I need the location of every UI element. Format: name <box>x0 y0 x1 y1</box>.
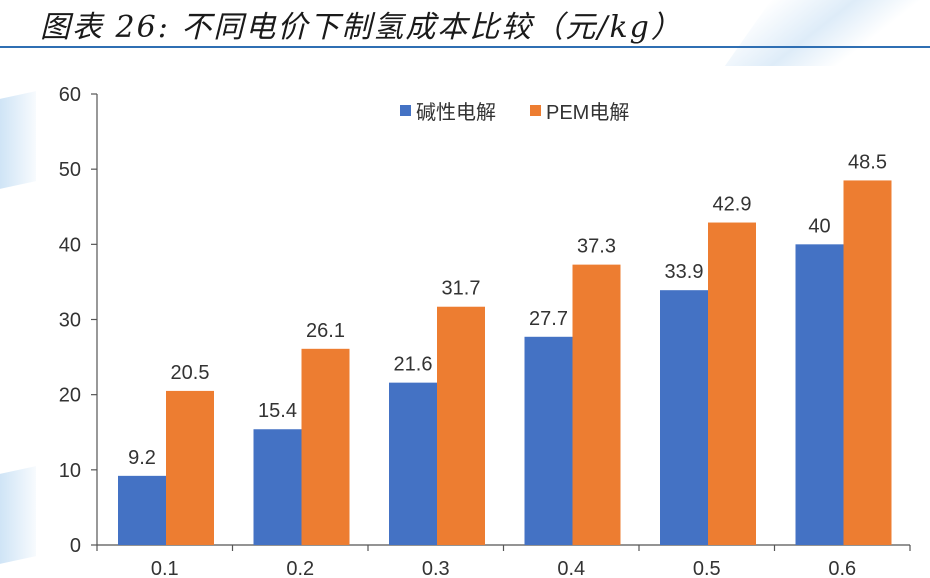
bar-alkaline <box>253 429 302 545</box>
data-label: 20.5 <box>171 362 210 384</box>
title-underline <box>0 46 930 48</box>
bar-alkaline <box>660 290 708 545</box>
bar-pem <box>843 180 892 546</box>
data-label: 27.7 <box>529 308 568 330</box>
x-tick-label: 0.1 <box>151 558 179 578</box>
x-tick-label: 0.3 <box>422 558 450 578</box>
data-label: 26.1 <box>306 320 345 342</box>
data-label: 48.5 <box>848 151 887 173</box>
legend-swatch <box>400 105 411 116</box>
data-label: 37.3 <box>577 236 616 258</box>
legend-label: PEM电解 <box>546 101 629 124</box>
data-label: 40 <box>808 215 830 237</box>
y-tick-label: 20 <box>59 385 81 407</box>
data-label: 42.9 <box>713 194 752 216</box>
bar-alkaline <box>524 336 573 545</box>
y-tick-label: 10 <box>59 460 81 482</box>
x-tick-label: 0.5 <box>693 558 721 578</box>
data-label: 15.4 <box>258 400 297 422</box>
data-label: 21.6 <box>394 354 433 376</box>
bar-pem <box>708 222 756 545</box>
y-tick-label: 40 <box>59 234 81 256</box>
bar-alkaline <box>389 382 437 545</box>
legend-label: 碱性电解 <box>416 101 496 124</box>
x-tick-label: 0.6 <box>828 558 856 578</box>
x-tick-label: 0.4 <box>557 558 585 578</box>
bar-pem <box>301 348 350 545</box>
y-tick-label: 50 <box>59 159 81 181</box>
y-tick-label: 30 <box>59 310 81 332</box>
x-tick-label: 0.2 <box>286 558 314 578</box>
chart-title: 图表 26: 不同电价下制氢成本比较（元/kg） <box>40 10 683 45</box>
data-label: 9.2 <box>128 447 156 469</box>
y-tick-label: 60 <box>59 84 81 106</box>
data-label: 31.7 <box>442 278 481 300</box>
bar-alkaline <box>118 475 166 545</box>
legend-swatch <box>530 105 541 116</box>
bar-pem <box>166 390 214 545</box>
bar-alkaline <box>795 244 844 546</box>
y-tick-label: 0 <box>70 535 81 557</box>
bar-pem <box>572 264 621 545</box>
bar-pem <box>437 306 485 545</box>
data-label: 33.9 <box>665 261 704 283</box>
